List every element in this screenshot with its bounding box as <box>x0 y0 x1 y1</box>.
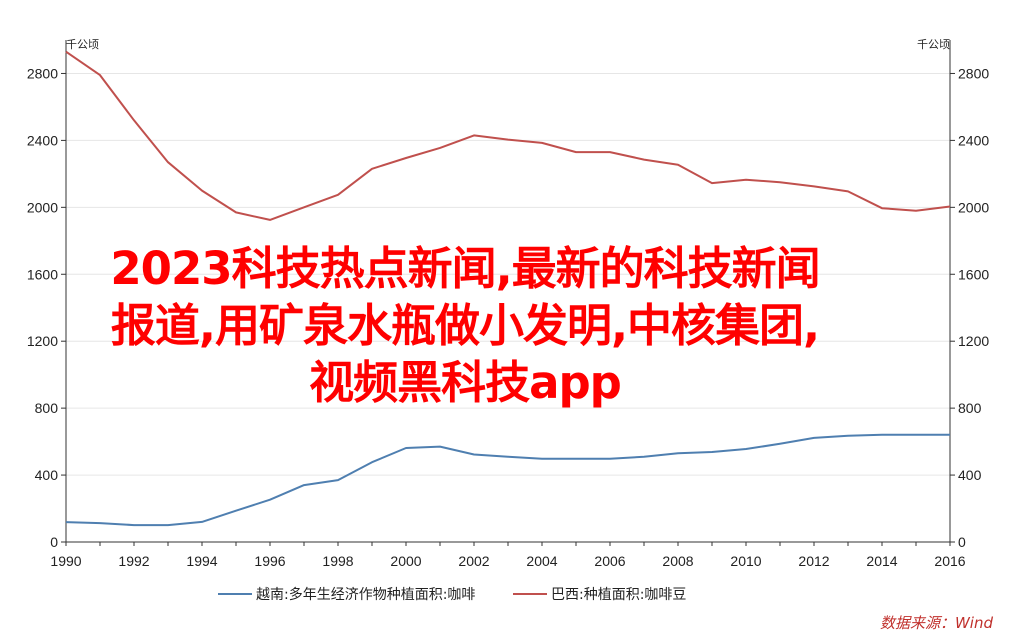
legend-label-1: 越南:多年生经济作物种植面积:咖啡 <box>256 586 475 603</box>
y-tick-label-left: 0 <box>50 534 58 550</box>
source-label: 数据来源：Wind <box>880 614 994 632</box>
x-tick-label: 2004 <box>526 553 557 569</box>
x-tick-label: 2006 <box>594 553 625 569</box>
y-tick-label-right: 1200 <box>958 333 989 349</box>
x-tick-label: 1996 <box>254 553 285 569</box>
x-tick-label: 2002 <box>458 553 489 569</box>
y-tick-label-left: 2000 <box>27 199 58 215</box>
y-tick-label-left: 400 <box>35 467 59 483</box>
x-tick-label: 1990 <box>50 553 81 569</box>
legend: 越南:多年生经济作物种植面积:咖啡 巴西:种植面积:咖啡豆 <box>218 586 686 603</box>
x-tick-label: 1994 <box>186 553 217 569</box>
overlay-line-2: 报道,用矿泉水瓶做小发明,中核集团, <box>110 299 820 352</box>
y-tick-label-right: 400 <box>958 467 982 483</box>
x-tick-label: 1998 <box>322 553 353 569</box>
axes: 0 0 400 400 800 800 1200 1200 1600 1600 2000 2000 24… <box>27 40 989 569</box>
x-tick-label: 2000 <box>390 553 421 569</box>
overlay-headline: 2023科技热点新闻,最新的科技新闻 报道,用矿泉水瓶做小发明,中核集团, 视频… <box>0 240 930 411</box>
x-tick-label: 2014 <box>866 553 897 569</box>
y-tick-label-left: 1600 <box>27 266 58 282</box>
y-tick-label-right: 2000 <box>958 199 989 215</box>
y-tick-label-right: 2800 <box>958 65 989 81</box>
overlay-line-1: 2023科技热点新闻,最新的科技新闻 <box>110 242 820 295</box>
series-line-2 <box>65 50 951 221</box>
overlay-line-3: 视频黑科技app <box>309 356 622 409</box>
y-tick-label-left: 1200 <box>27 333 58 349</box>
unit-label-left: 千公顷 <box>66 38 99 51</box>
x-tick-label: 2010 <box>730 553 761 569</box>
unit-label-right: 千公顷 <box>917 38 950 51</box>
y-tick-label-left: 800 <box>35 400 59 416</box>
y-tick-label-right: 800 <box>958 400 982 416</box>
y-tick-label-right: 1600 <box>958 266 989 282</box>
series-layer <box>65 50 951 527</box>
y-tick-label-left: 2400 <box>27 132 58 148</box>
x-tick-label: 1992 <box>118 553 149 569</box>
series-line-1 <box>65 433 950 527</box>
y-tick-label-left: 2800 <box>27 65 58 81</box>
x-tick-label: 2016 <box>934 553 965 569</box>
x-tick-label: 2012 <box>798 553 829 569</box>
y-tick-label-right: 2400 <box>958 132 989 148</box>
y-tick-label-right: 0 <box>958 534 966 550</box>
x-tick-label: 2008 <box>662 553 693 569</box>
legend-label-2: 巴西:种植面积:咖啡豆 <box>551 587 686 603</box>
